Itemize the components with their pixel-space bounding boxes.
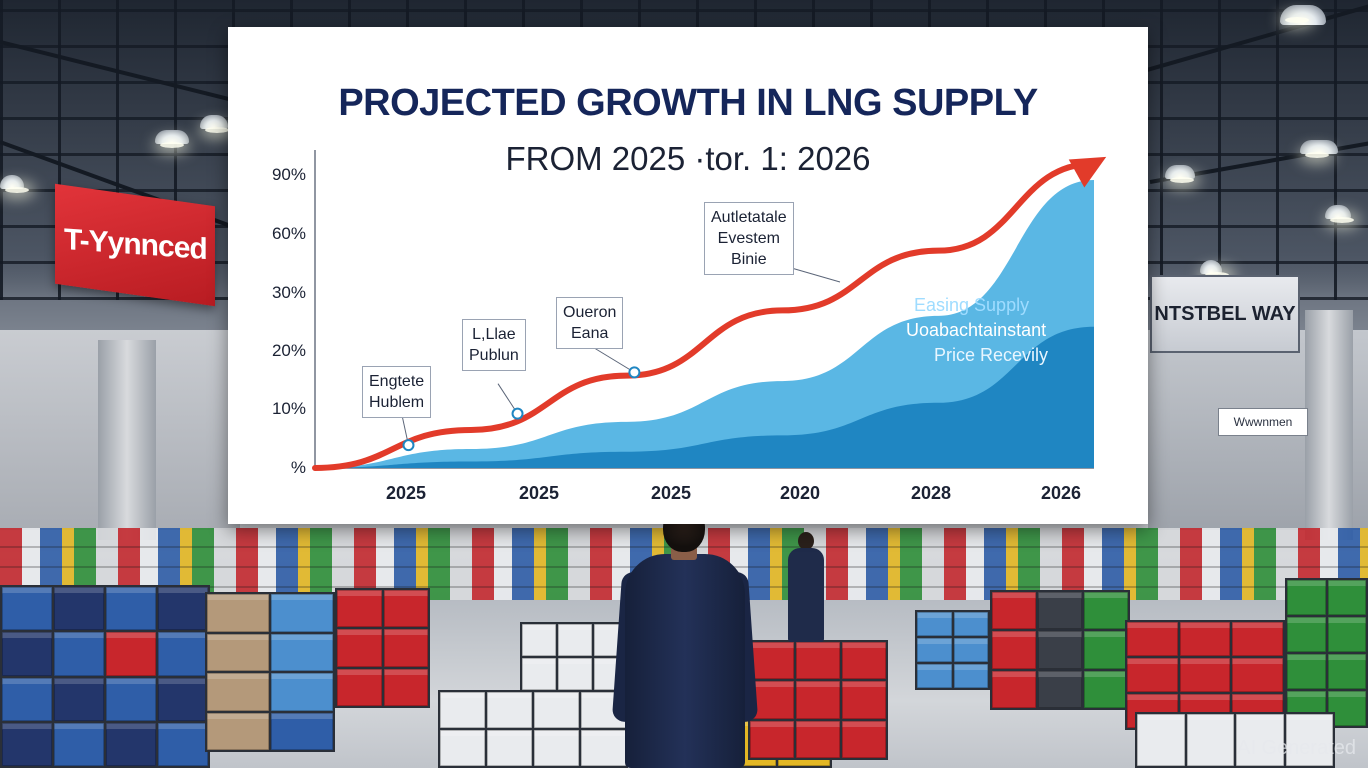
businessman-figure [611, 502, 759, 768]
pallet-stack [1135, 712, 1335, 768]
pallet-stack [1285, 578, 1368, 728]
gray-banner-text: NTSTBEL WAY [1154, 302, 1296, 325]
callout-marker [628, 366, 641, 379]
area-label: Uoabachtainstant [906, 320, 1047, 340]
y-tick-label: 30% [271, 283, 306, 302]
y-tick-label: % [290, 458, 306, 477]
ceiling-lamp [1325, 205, 1354, 223]
red-banner-text: T-Yynnced [63, 222, 207, 267]
trend-arrow-head [1068, 156, 1107, 188]
area-label: Easing Supply [914, 295, 1030, 315]
y-tick-label: 20% [271, 341, 306, 360]
x-tick-label: 2025 [518, 483, 560, 503]
pallet-stack [990, 590, 1130, 710]
trend-line [312, 160, 1097, 471]
callout-line: Hublem [369, 394, 425, 411]
ceiling-lamp [1300, 140, 1338, 158]
lng-growth-chart [312, 150, 1107, 471]
pallet-stack [438, 690, 628, 768]
callout-line: L,Llae [472, 326, 516, 343]
callout-line: Engtete [369, 373, 425, 390]
callout-leader [787, 266, 841, 283]
x-tick-label: 2028 [910, 483, 952, 503]
x-tick-label: 2025 [385, 483, 427, 503]
callout-box: Oueron Eana [556, 297, 624, 349]
pallet-stack [748, 640, 888, 760]
background-person [786, 532, 826, 642]
pallet-stack [1125, 620, 1285, 730]
callout-box: Autletatale Evestem Binie [704, 202, 794, 275]
pallet-stack [915, 610, 990, 690]
ceiling-lamp [0, 175, 29, 193]
chart-title: PROJECTED GROWTH IN LNG SUPPLY [338, 82, 1038, 124]
pallet-stack [335, 588, 430, 708]
series-area-area-dark [315, 326, 1094, 468]
small-banner-text: Wwwnmen [1233, 415, 1293, 429]
callout-box: L,Llae Publun [462, 319, 526, 371]
x-tick-label: 2020 [779, 483, 821, 503]
small-banner-sign: Wwwnmen [1218, 408, 1308, 436]
ceiling-lamp [1280, 5, 1326, 25]
callout-line: Publun [469, 347, 519, 364]
callout-line: Evestem [717, 230, 780, 247]
callout-line: Oueron [563, 304, 617, 321]
y-tick-label: 10% [271, 399, 306, 418]
ceiling-lamp [200, 115, 229, 133]
support-column [98, 340, 156, 540]
x-tick-label: 2025 [650, 483, 692, 503]
area-label: Price Recevily [934, 345, 1049, 365]
callout-marker [511, 407, 524, 420]
y-tick-label: 60% [271, 224, 306, 243]
y-tick-label: 90% [271, 165, 306, 184]
support-column [1305, 310, 1353, 540]
callout-marker [402, 439, 415, 452]
watermark: AI Generated [1237, 737, 1356, 759]
callout-box: Engtete Hublem [362, 366, 432, 418]
gray-banner-sign: NTSTBEL WAY [1150, 275, 1300, 353]
callout-line: Eana [571, 325, 609, 342]
ceiling-lamp [1165, 165, 1195, 183]
x-tick-label: 2026 [1040, 483, 1082, 503]
callout-line: Autletatale [711, 209, 787, 226]
callout-line: Binie [731, 251, 767, 268]
pallet-stack [205, 592, 335, 752]
ceiling-lamp [155, 130, 189, 148]
projection-screen: PROJECTED GROWTH IN LNG SUPPLY FROM 2025… [228, 27, 1148, 524]
series-area-area-light [315, 180, 1094, 468]
chart-subtitle: FROM 2025 ·tor. 1: 2026 [505, 140, 871, 177]
pallet-stack [520, 622, 630, 692]
pallet-stack [0, 585, 210, 768]
